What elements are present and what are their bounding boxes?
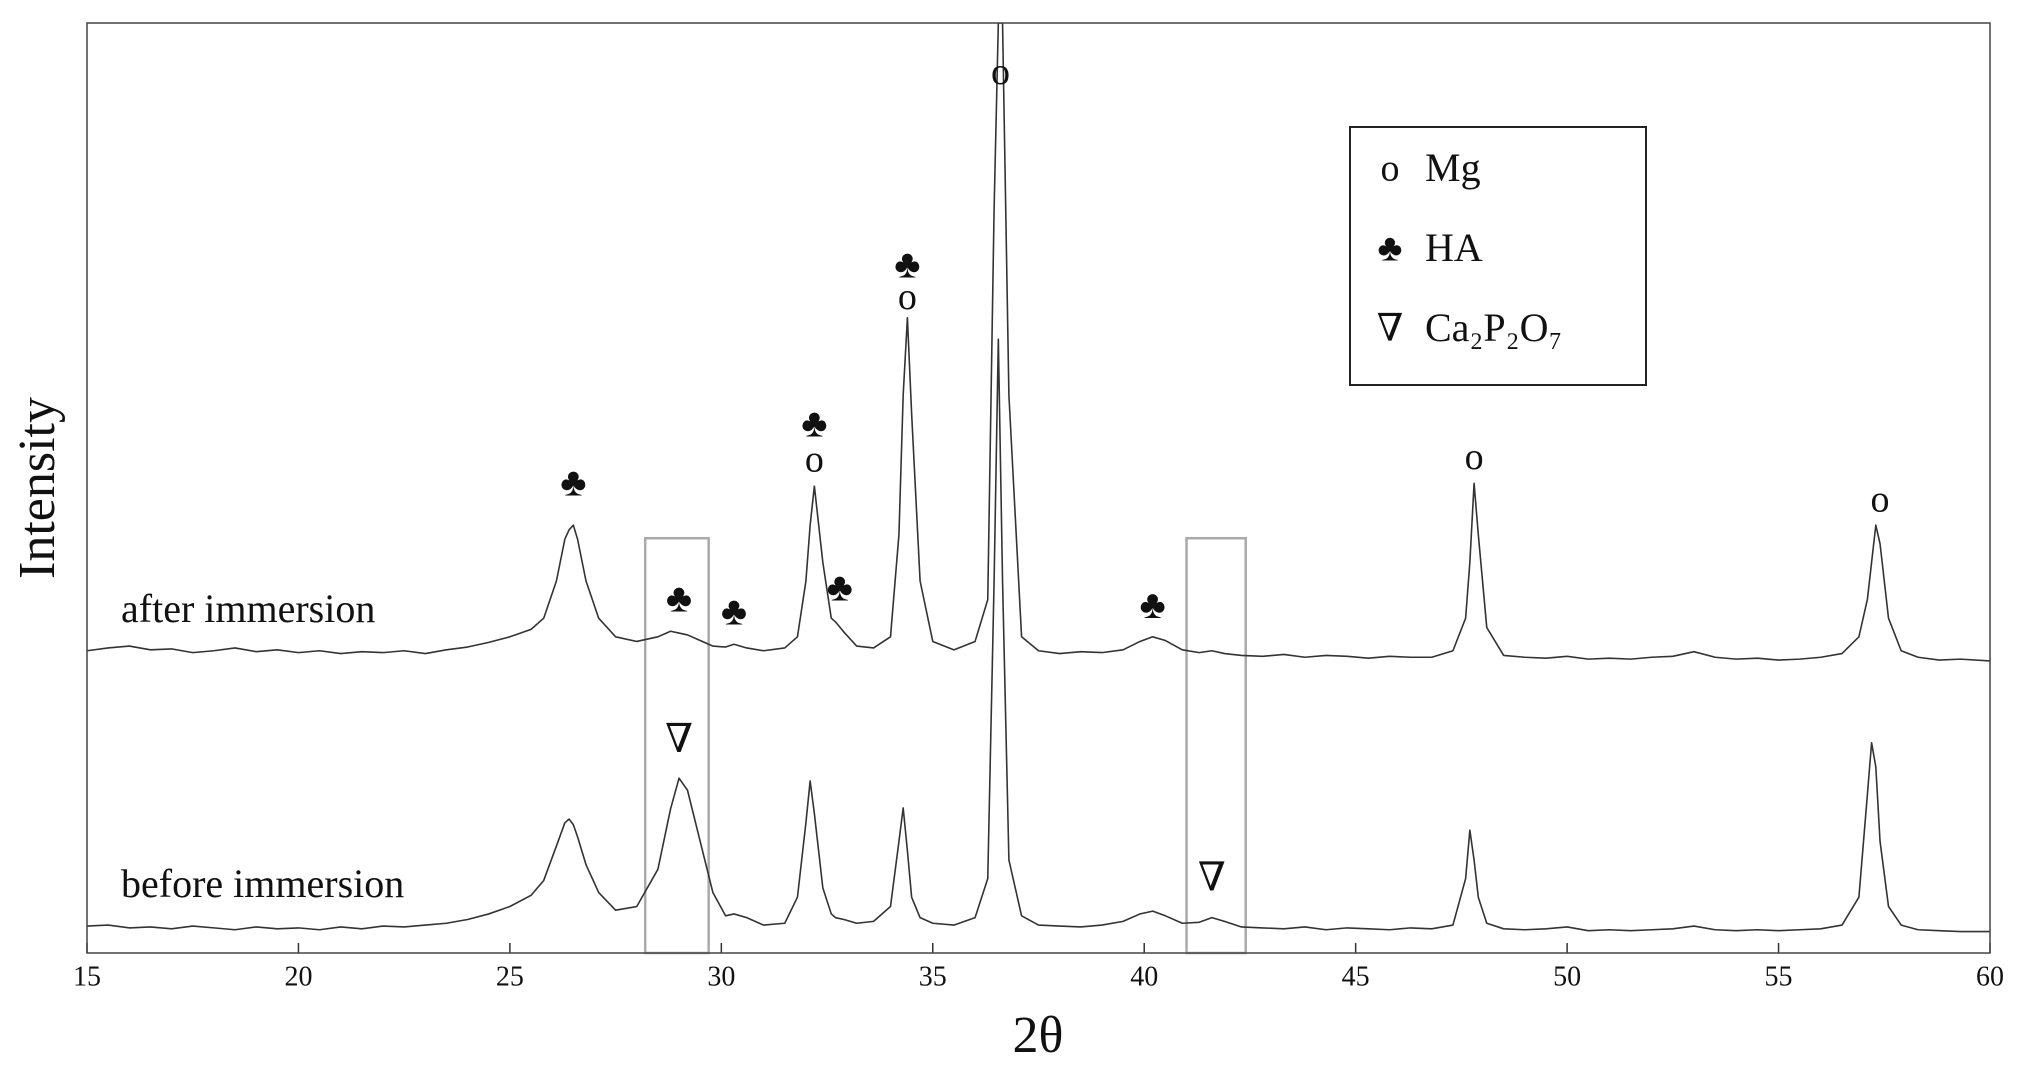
x-tick-label: 50	[1553, 961, 1581, 992]
x-tick-label: 30	[707, 961, 735, 992]
plot-area	[87, 23, 1990, 933]
legend-symbol: ∇	[1377, 308, 1404, 350]
peak-annotation: ♣	[801, 401, 827, 446]
x-tick-label: 25	[496, 961, 524, 992]
legend-label: HA	[1425, 225, 1483, 270]
x-tick-label: 60	[1976, 961, 2004, 992]
x-tick-label: 40	[1130, 961, 1158, 992]
legend-label: Mg	[1425, 145, 1481, 190]
x-tick-label: 55	[1765, 961, 1793, 992]
peak-annotation: o	[898, 276, 917, 318]
series-label: before immersion	[121, 861, 404, 906]
peak-annotation: ♣	[827, 564, 853, 609]
x-tick-label: 45	[1342, 961, 1370, 992]
series-label: after immersion	[121, 586, 375, 631]
peak-annotation: ♣	[894, 242, 920, 287]
series-line	[87, 338, 1990, 933]
plot-frame	[86, 22, 1991, 954]
peak-annotation: ∇	[1198, 855, 1226, 900]
peak-annotation: ♣	[560, 459, 586, 504]
peak-annotation: ♣	[666, 576, 692, 621]
peak-annotation: o	[805, 439, 824, 481]
legend-label: Ca₂P₂O₇	[1425, 305, 1562, 350]
peak-annotation: ♣	[1140, 582, 1166, 627]
legend-symbol: o	[1381, 148, 1400, 190]
x-tick-label: 20	[284, 961, 312, 992]
peak-annotation: ♣	[721, 589, 747, 634]
peak-annotation: ∇	[665, 716, 693, 761]
peak-annotation: o	[1465, 436, 1484, 478]
y-axis-label: Intensity	[9, 397, 66, 579]
x-axis-label: 2θ	[1013, 1007, 1064, 1064]
peak-annotation: o	[991, 51, 1010, 93]
legend-symbol: ♣	[1378, 228, 1403, 270]
x-tick-label: 15	[73, 961, 101, 992]
series-line	[87, 23, 1990, 662]
peak-annotation: o	[1871, 479, 1890, 521]
legend-box	[1349, 126, 1647, 386]
x-tick-label: 35	[919, 961, 947, 992]
